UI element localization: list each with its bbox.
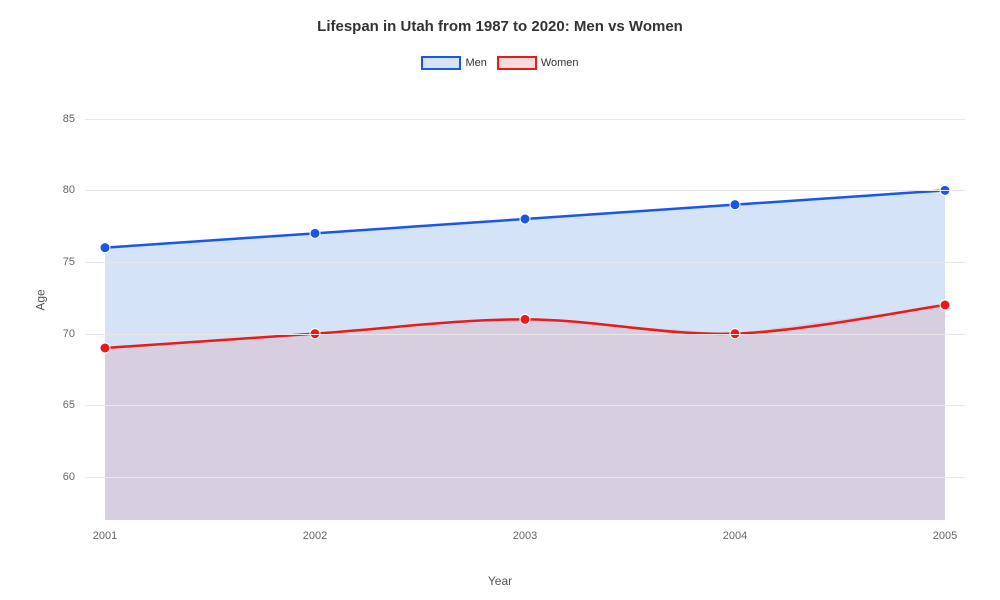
marker-women — [100, 343, 110, 353]
marker-men — [730, 200, 740, 210]
x-tick-label: 2003 — [513, 520, 537, 542]
marker-men — [310, 228, 320, 238]
legend-swatch-men — [421, 56, 461, 70]
chart-title: Lifespan in Utah from 1987 to 2020: Men … — [0, 18, 1000, 35]
gridline — [85, 190, 965, 191]
legend-label-men: Men — [465, 57, 486, 69]
gridline — [85, 477, 965, 478]
y-tick-label: 70 — [63, 328, 85, 340]
marker-women — [940, 300, 950, 310]
y-tick-label: 60 — [63, 471, 85, 483]
legend-item-women: Women — [497, 56, 579, 70]
plot-svg — [85, 90, 965, 520]
lifespan-chart: Lifespan in Utah from 1987 to 2020: Men … — [0, 0, 1000, 600]
legend-swatch-women — [497, 56, 537, 70]
legend-label-women: Women — [541, 57, 579, 69]
x-tick-label: 2005 — [933, 520, 957, 542]
gridline — [85, 262, 965, 263]
marker-men — [520, 214, 530, 224]
x-axis-label: Year — [488, 574, 512, 588]
chart-legend: Men Women — [0, 56, 1000, 70]
plot-area: 60657075808520012002200320042005 — [85, 90, 965, 520]
x-tick-label: 2004 — [723, 520, 747, 542]
gridline — [85, 119, 965, 120]
y-tick-label: 65 — [63, 399, 85, 411]
gridline — [85, 334, 965, 335]
marker-women — [520, 314, 530, 324]
y-tick-label: 85 — [63, 113, 85, 125]
y-tick-label: 80 — [63, 184, 85, 196]
gridline — [85, 405, 965, 406]
x-tick-label: 2002 — [303, 520, 327, 542]
legend-item-men: Men — [421, 56, 486, 70]
marker-men — [100, 243, 110, 253]
x-tick-label: 2001 — [93, 520, 117, 542]
y-axis-label: Age — [34, 289, 48, 310]
y-tick-label: 75 — [63, 256, 85, 268]
